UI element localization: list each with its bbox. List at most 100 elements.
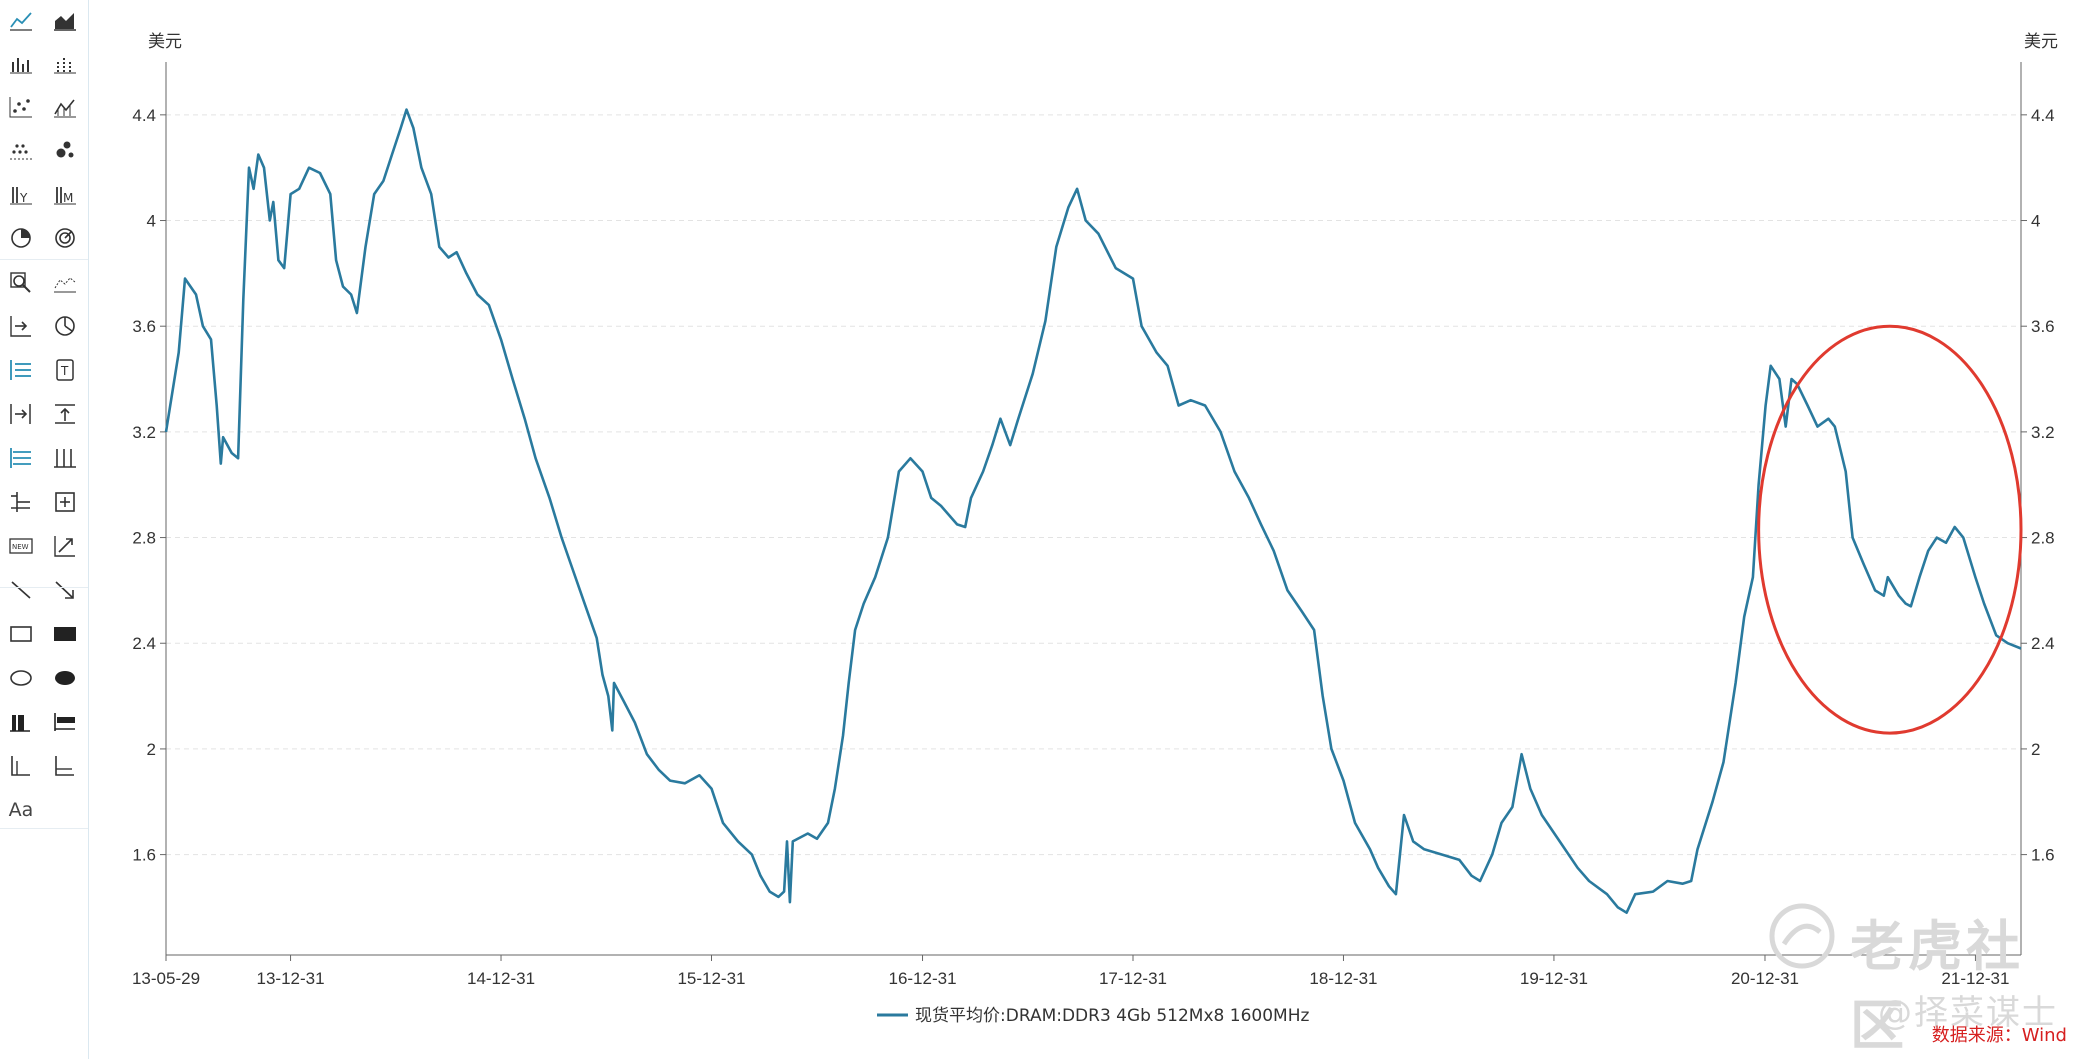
x-tick-label: 20-12-31 bbox=[1731, 969, 1799, 988]
text-tool-button[interactable]: Aa bbox=[3, 792, 39, 828]
ellipse-outline-icon bbox=[10, 670, 32, 686]
tiger-logo-icon bbox=[1769, 903, 1835, 969]
column-lines-button[interactable] bbox=[47, 440, 83, 476]
text-box-button[interactable]: T bbox=[47, 352, 83, 388]
chart: 1.6 1.6 2 2 2.4 2.4 2.8 2.8 3.2 3.2 3.6 3.6 4 4 4.4 4.4… bbox=[132, 32, 2058, 1026]
dotted-bar-chart-button[interactable] bbox=[47, 45, 83, 81]
y-tick-label-right: 4 bbox=[2031, 212, 2040, 231]
radar-chart-button[interactable] bbox=[47, 220, 83, 256]
x-tick-label: 19-12-31 bbox=[1520, 969, 1588, 988]
y-tick-label-left: 2.4 bbox=[132, 634, 156, 653]
axis-left-button[interactable] bbox=[3, 748, 39, 784]
legend-label: 现货平均价:DRAM:DDR3 4Gb 512Mx8 1600MHz bbox=[915, 1006, 1309, 1026]
series-line bbox=[164, 108, 2022, 915]
dot-plot-icon bbox=[10, 144, 32, 160]
legend[interactable]: 现货平均价:DRAM:DDR3 4Gb 512Mx8 1600MHz bbox=[877, 1006, 1309, 1026]
x-tick-label: 18-12-31 bbox=[1309, 969, 1377, 988]
zoom-icon bbox=[10, 272, 31, 293]
area-chart-button[interactable] bbox=[47, 2, 83, 38]
y-tick-label-right: 2 bbox=[2031, 740, 2040, 759]
pie-chart-icon bbox=[11, 228, 31, 248]
pie-slice-button[interactable] bbox=[47, 308, 83, 344]
list-lines-icon bbox=[10, 360, 31, 380]
text-tool-icon: Aa bbox=[8, 799, 34, 821]
x-tick-label: 17-12-31 bbox=[1099, 969, 1167, 988]
new-badge-icon: NEW bbox=[9, 538, 33, 554]
bubble-chart-icon bbox=[56, 141, 74, 158]
ellipse-outline-button[interactable] bbox=[3, 660, 39, 696]
y-tick-label-left: 3.2 bbox=[132, 423, 156, 442]
bar-y-chart-button[interactable]: Y bbox=[3, 176, 39, 212]
x-tick-label: 13-05-29 bbox=[132, 969, 200, 988]
axis-bottom-button[interactable] bbox=[47, 748, 83, 784]
tree-lines-icon bbox=[11, 492, 30, 512]
arrow-up-bar-button[interactable] bbox=[47, 396, 83, 432]
y-tick-label-right: 3.2 bbox=[2031, 423, 2055, 442]
series-layer bbox=[164, 108, 2022, 915]
area-bar-chart-button[interactable] bbox=[47, 89, 83, 125]
source-value: Wind bbox=[2021, 1025, 2067, 1046]
arrow-tool-button[interactable] bbox=[47, 572, 83, 608]
new-badge-button[interactable]: NEW bbox=[3, 528, 39, 564]
x-tick-label: 13-12-31 bbox=[257, 969, 325, 988]
rectangle-filled-button[interactable] bbox=[47, 616, 83, 652]
rectangle-outline-button[interactable] bbox=[3, 616, 39, 652]
x-tick-label: 14-12-31 bbox=[467, 969, 535, 988]
bar-m-chart-icon: M bbox=[54, 187, 76, 205]
watermark-text: 老虎社区 bbox=[1850, 915, 2024, 1057]
x-tick-label: 16-12-31 bbox=[888, 969, 956, 988]
y-tick-label-right: 4.4 bbox=[2031, 106, 2055, 125]
bar-horizontal-icon bbox=[54, 713, 75, 731]
line-tool-button[interactable] bbox=[3, 572, 39, 608]
list-lines-button[interactable] bbox=[3, 352, 39, 388]
y-unit-left: 美元 bbox=[148, 32, 182, 52]
arrow-right-button[interactable] bbox=[3, 308, 39, 344]
y-tick-label-left: 1.6 bbox=[132, 846, 156, 865]
arrow-right-bar-button[interactable] bbox=[3, 396, 39, 432]
y-unit-right: 美元 bbox=[2024, 32, 2058, 52]
toolbar-separator bbox=[0, 587, 88, 588]
bar-m-chart-button[interactable]: M bbox=[47, 176, 83, 212]
bar-chart-icon bbox=[10, 58, 32, 74]
y-tick-label-right: 2.8 bbox=[2031, 529, 2055, 548]
arrow-right-bar-icon bbox=[10, 404, 31, 424]
y-tick-label-left: 3.6 bbox=[132, 317, 156, 336]
indent-lines-button[interactable] bbox=[3, 440, 39, 476]
rectangle-filled-icon bbox=[54, 627, 76, 641]
data-source: 数据来源：Wind bbox=[1932, 1021, 2067, 1047]
pie-chart-button[interactable] bbox=[3, 220, 39, 256]
rectangle-outline-icon bbox=[10, 626, 32, 642]
zoom-button[interactable] bbox=[3, 265, 39, 301]
watermark-handle: @择菜谋士 bbox=[1878, 993, 2058, 1033]
bar-horizontal-button[interactable] bbox=[47, 704, 83, 740]
add-box-button[interactable] bbox=[47, 484, 83, 520]
x-tick-label: 21-12-31 bbox=[1941, 969, 2009, 988]
axes bbox=[160, 62, 2027, 961]
scatter-chart-button[interactable] bbox=[3, 89, 39, 125]
bar-chart-button[interactable] bbox=[3, 45, 39, 81]
arrow-up-bar-icon bbox=[55, 404, 75, 424]
grid-lines bbox=[166, 114, 2021, 856]
indent-lines-icon bbox=[10, 448, 31, 468]
tree-lines-button[interactable] bbox=[3, 484, 39, 520]
svg-text:T: T bbox=[60, 364, 69, 378]
axis-bottom-icon bbox=[55, 756, 74, 776]
annotation-layer bbox=[1757, 324, 2023, 735]
bubble-chart-button[interactable] bbox=[47, 132, 83, 168]
x-tick-label: 15-12-31 bbox=[677, 969, 745, 988]
y-tick-label-right: 2.4 bbox=[2031, 634, 2055, 653]
line-chart-icon bbox=[10, 12, 32, 31]
arrow-tool-icon bbox=[55, 581, 74, 599]
dot-plot-button[interactable] bbox=[3, 132, 39, 168]
y-tick-label-left: 4.4 bbox=[132, 106, 156, 125]
ellipse-filled-button[interactable] bbox=[47, 660, 83, 696]
axis-left-icon bbox=[11, 756, 30, 776]
bar-left-button[interactable] bbox=[3, 704, 39, 740]
trend-arrow-button[interactable] bbox=[47, 528, 83, 564]
line-chart-button[interactable] bbox=[3, 2, 39, 38]
arrow-right-icon bbox=[10, 316, 31, 337]
y-tick-label-left: 2 bbox=[147, 740, 156, 759]
y-tick-label-right: 3.6 bbox=[2031, 317, 2055, 336]
histogram-button[interactable] bbox=[47, 265, 83, 301]
tick-labels: 1.6 1.6 2 2 2.4 2.4 2.8 2.8 3.2 3.2 3.6 3.6 4 4 4.4 4.4… bbox=[132, 32, 2058, 988]
